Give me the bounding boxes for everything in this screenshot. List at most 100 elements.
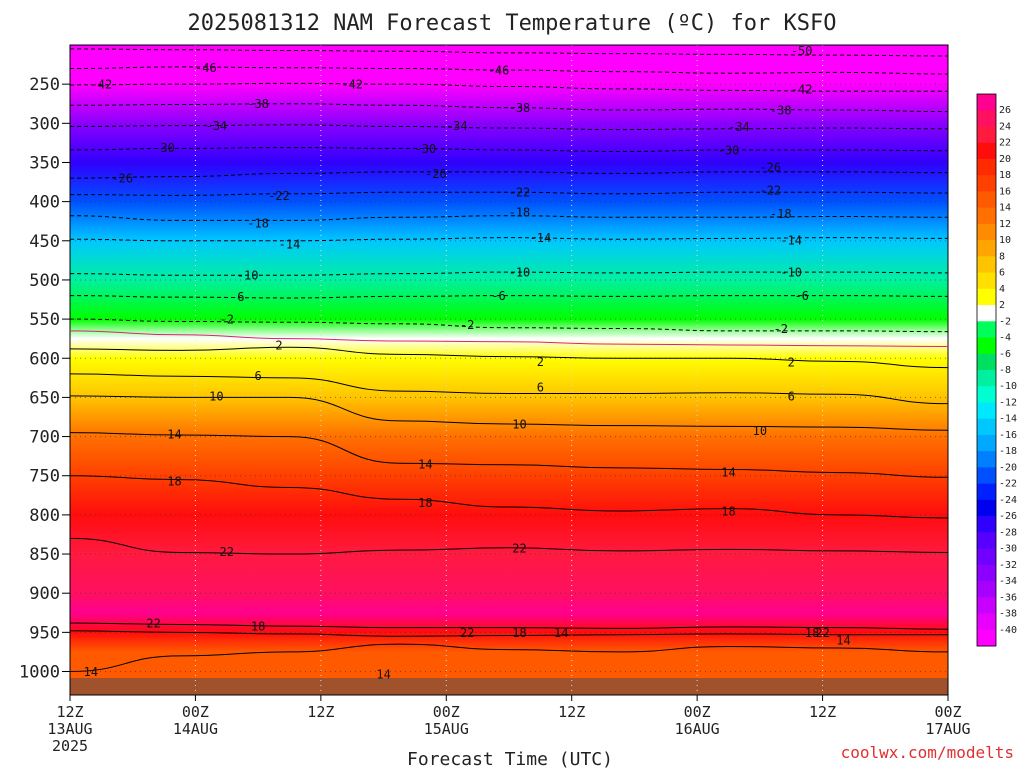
colorbar-label: 12 xyxy=(999,219,1011,230)
colorbar-label: 2 xyxy=(999,300,1005,311)
colorbar-swatch xyxy=(977,597,996,615)
contour-label: -6 xyxy=(230,290,244,304)
contour-lines: -50 -46 -46 -42 -42 -42 -38 -38 -38 -34 -34 -34 -30 -… xyxy=(69,44,949,681)
contour-label: -42 xyxy=(791,82,813,96)
time-tick-label: 00Z xyxy=(934,703,961,721)
contour-line xyxy=(69,318,949,333)
contour-label: -6 xyxy=(794,289,808,303)
pressure-tick-label: 750 xyxy=(29,467,60,487)
contour-label: 22 xyxy=(146,616,160,630)
contour-label: -14 xyxy=(530,231,552,245)
colorbar-label: 8 xyxy=(999,251,1005,262)
contour-label: -34 xyxy=(728,120,750,134)
contour-line xyxy=(69,630,948,637)
colorbar-label: -32 xyxy=(999,560,1017,571)
colorbar-label: 14 xyxy=(999,203,1011,214)
colorbar-swatch xyxy=(977,240,996,257)
time-tick-label: 00Z xyxy=(433,703,460,721)
contour-label: 14 xyxy=(376,667,390,681)
contour-label: -50 xyxy=(791,44,813,58)
contour-label: 14 xyxy=(167,428,181,442)
contour-label: -26 xyxy=(425,167,447,181)
contour-label: 18 xyxy=(167,475,181,489)
colorbar-label: 22 xyxy=(999,138,1011,149)
pressure-tick-label: 900 xyxy=(29,584,60,604)
time-tick-label: 15AUG xyxy=(424,720,469,738)
pressure-axis: 250 300 350 400 450 500 550 600 650 700 750 800 850 9… xyxy=(19,75,70,683)
time-tick-label: 12Z xyxy=(307,703,334,721)
colorbar-swatch xyxy=(977,175,996,192)
time-tick-label: 12Z xyxy=(56,703,83,721)
colorbar-swatch xyxy=(977,158,996,176)
colorbar-swatch xyxy=(977,272,996,290)
contour-label: -46 xyxy=(488,64,510,78)
colorbar-swatch xyxy=(977,321,996,339)
pressure-tick-label: 1000 xyxy=(19,663,60,683)
contour-line xyxy=(69,537,949,555)
colorbar-label: -16 xyxy=(999,430,1017,441)
pressure-tick-label: 650 xyxy=(29,388,60,408)
colorbar-swatch xyxy=(977,386,996,403)
pressure-tick-label: 800 xyxy=(29,506,60,526)
contour-line xyxy=(69,622,949,630)
contour-line xyxy=(69,330,949,348)
contour-label: 18 xyxy=(721,504,735,518)
time-tick-label: 13AUG xyxy=(47,720,92,738)
colorbar-swatch xyxy=(977,499,996,517)
contour-label: -2 xyxy=(774,322,788,336)
colorbar-swatch xyxy=(977,402,996,420)
ground-surface xyxy=(70,678,948,695)
contour-label: 22 xyxy=(220,545,234,559)
contour-label: -30 xyxy=(415,142,437,156)
pressure-tick-label: 550 xyxy=(29,310,60,330)
contour-label: -22 xyxy=(509,186,531,200)
contour-label: -22 xyxy=(268,189,290,203)
contour-label: 14 xyxy=(84,665,98,679)
pressure-tick-label: 700 xyxy=(29,428,60,448)
colorbar-label: 6 xyxy=(999,268,1005,279)
colorbar-label: -24 xyxy=(999,495,1017,506)
contour-label: 2 xyxy=(788,356,795,370)
contour-label: 14 xyxy=(836,634,850,648)
plot-area xyxy=(69,44,949,696)
pressure-tick-label: 600 xyxy=(29,349,60,369)
colorbar-swatch xyxy=(977,548,996,566)
contour-label: -18 xyxy=(247,216,269,230)
contour-line xyxy=(69,237,949,242)
colorbar-swatch xyxy=(977,629,996,647)
contour-label: 22 xyxy=(460,626,474,640)
x-axis-label: Forecast Time (UTC) xyxy=(407,749,613,768)
contour-label: 6 xyxy=(788,389,795,403)
contour-label: 22 xyxy=(815,626,829,640)
time-tick-label: 16AUG xyxy=(675,720,720,738)
colorbar-label: -4 xyxy=(999,333,1011,344)
contour-label: 14 xyxy=(721,465,735,479)
time-tick-label: 12Z xyxy=(809,703,836,721)
colorbar-swatch xyxy=(977,516,996,533)
contour-line xyxy=(69,124,949,131)
contour-label: 14 xyxy=(418,457,432,471)
credit-text: coolwx.com/modelts xyxy=(841,743,1014,762)
pressure-tick-label: 400 xyxy=(29,193,60,213)
time-tick-label: 14AUG xyxy=(173,720,218,738)
colorbar-swatch xyxy=(977,142,996,160)
colorbar-swatch xyxy=(977,467,996,485)
contour-label: -10 xyxy=(237,269,259,283)
contour-label: -14 xyxy=(780,234,802,248)
colorbar-swatch xyxy=(977,370,996,387)
colorbar-label: -2 xyxy=(999,316,1011,327)
plot-frame xyxy=(69,44,949,696)
contour-line xyxy=(69,48,949,57)
contour-label: 2 xyxy=(275,338,282,352)
contour-line xyxy=(69,147,949,153)
contour-line xyxy=(69,171,949,179)
contour-line xyxy=(69,373,949,405)
contour-line xyxy=(69,215,949,221)
contour-label: -34 xyxy=(205,119,227,133)
contour-label: 10 xyxy=(209,389,223,403)
contour-label: -38 xyxy=(247,97,269,111)
contour-label: 18 xyxy=(418,496,432,510)
